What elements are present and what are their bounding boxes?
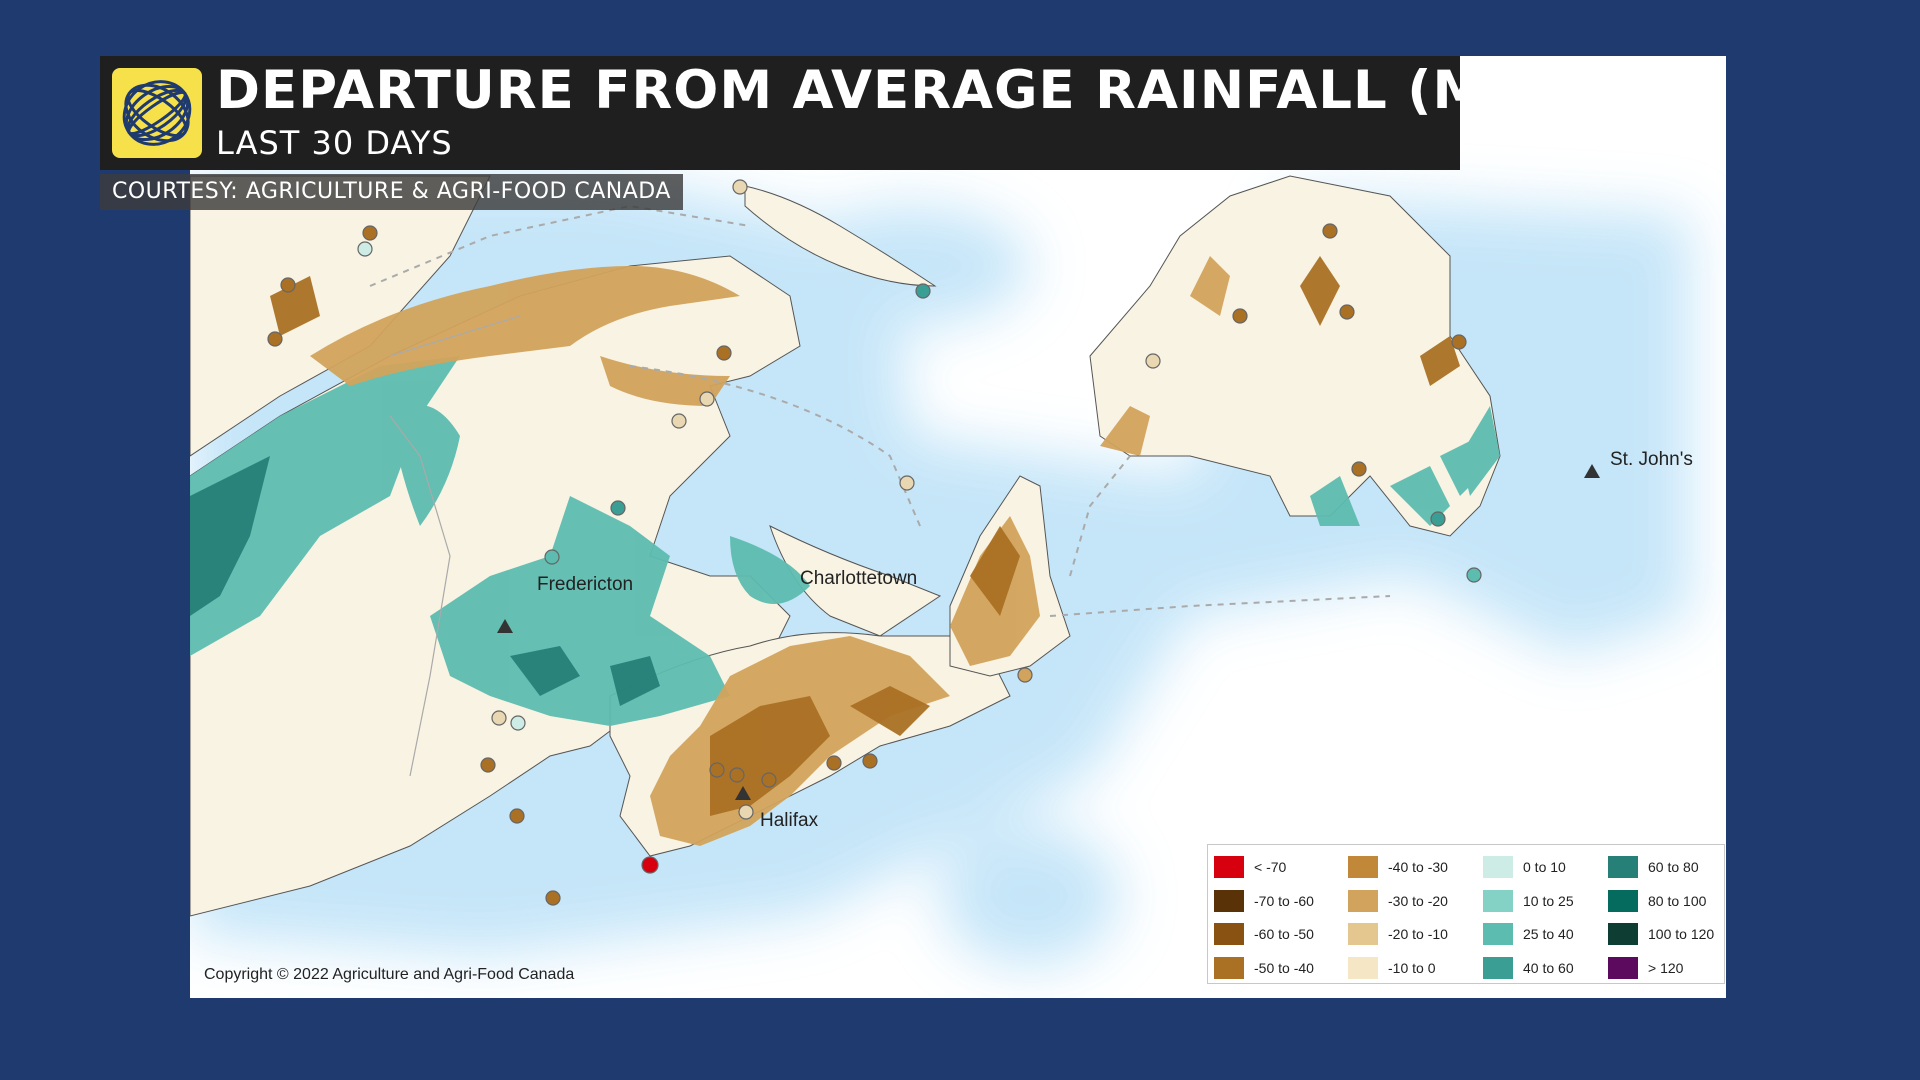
legend-swatch [1483,890,1513,912]
map-graphic [190,175,1690,966]
legend-item: -30 to -20 [1348,889,1448,913]
legend-item: > 120 [1608,956,1683,980]
legend-swatch [1348,890,1378,912]
legend-label: 60 to 80 [1648,859,1699,875]
legend-label: < -70 [1254,859,1287,875]
legend-item: 0 to 10 [1483,855,1566,879]
legend-item: -20 to -10 [1348,922,1448,946]
legend-swatch [1483,957,1513,979]
city-label-st-johns: St. John's [1610,449,1693,470]
legend-item: -50 to -40 [1214,956,1314,980]
page-subtitle: LAST 30 DAYS [216,124,453,162]
legend-swatch [1214,923,1244,945]
legend-item: 10 to 25 [1483,889,1574,913]
maritime-boundaries [369,204,1391,617]
courtesy-credit: COURTESY: AGRICULTURE & AGRI-FOOD CANADA [100,174,683,210]
legend-item: 60 to 80 [1608,855,1699,879]
legend-swatch [1214,957,1244,979]
legend-item: < -70 [1214,855,1286,879]
legend-label: 25 to 40 [1523,926,1574,942]
legend-label: -60 to -50 [1254,926,1314,942]
legend-label: -50 to -40 [1254,960,1314,976]
legend-item: -70 to -60 [1214,889,1314,913]
page-title: DEPARTURE FROM AVERAGE RAINFALL (MM) [216,60,1566,121]
city-label-halifax: Halifax [760,810,819,831]
legend-label: -20 to -10 [1388,926,1448,942]
legend-swatch [1348,923,1378,945]
legend-swatch [1483,923,1513,945]
legend-swatch [1608,957,1638,979]
very-wet-zones [190,456,660,706]
legend-swatch [1608,890,1638,912]
title-bar: DEPARTURE FROM AVERAGE RAINFALL (MM) LAS… [100,56,1564,170]
station-dots [267,179,1482,906]
map-legend: < -70 -70 to -60 -60 to -50 -50 to -40 -… [1207,844,1725,984]
city-label-charlottetown: Charlottetown [800,568,918,589]
legend-label: 100 to 120 [1648,926,1715,942]
legend-label: -40 to -30 [1388,859,1448,875]
legend-label: -10 to 0 [1388,960,1436,976]
legend-label: 0 to 10 [1523,859,1566,875]
legend-item: 25 to 40 [1483,922,1574,946]
legend-label: 40 to 60 [1523,960,1574,976]
wet-zones [190,356,1500,726]
legend-item: -60 to -50 [1214,922,1314,946]
legend-item: 40 to 60 [1483,956,1574,980]
map-copyright: Copyright © 2022 Agriculture and Agri-Fo… [204,966,575,983]
legend-swatch [1483,856,1513,878]
legend-label: 10 to 25 [1523,893,1574,909]
city-label-fredericton: Fredericton [537,574,634,595]
very-dry-zones [270,256,1460,816]
rainfall-map: Fredericton Charlottetown Halifax St. Jo… [190,56,1726,998]
legend-label: -70 to -60 [1254,893,1314,909]
legend-swatch [1348,957,1378,979]
legend-item: -40 to -30 [1348,855,1448,879]
legend-swatch [1348,856,1378,878]
legend-label: 80 to 100 [1648,893,1707,909]
legend-item: -10 to 0 [1348,956,1435,980]
provincial-borders [389,315,521,777]
capital-markers [497,464,1600,800]
legend-item: 80 to 100 [1608,889,1706,913]
legend-item: 100 to 120 [1608,922,1714,946]
legend-label: > 120 [1648,960,1684,976]
legend-swatch [1214,856,1244,878]
legend-swatch [1214,890,1244,912]
legend-label: -30 to -20 [1388,893,1448,909]
legend-swatch [1608,923,1638,945]
globe-swirl-logo-icon [112,68,202,158]
legend-swatch [1608,856,1638,878]
